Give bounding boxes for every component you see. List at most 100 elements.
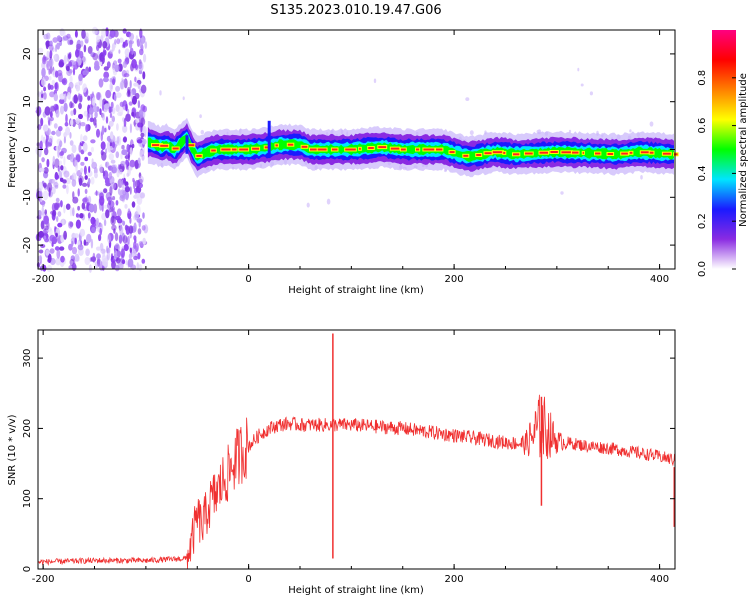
ridge-spike xyxy=(267,120,271,159)
noise-dot xyxy=(41,157,45,163)
ridge-core xyxy=(503,151,506,154)
noise-dot xyxy=(51,130,56,136)
figure-title: S135.2023.010.19.47.G06 xyxy=(270,3,441,18)
spectrogram-x-tick-label: 400 xyxy=(650,274,669,285)
ridge-core xyxy=(607,153,614,155)
ridge-core xyxy=(186,144,195,147)
ridge-core xyxy=(275,144,278,147)
noise-dot xyxy=(127,165,131,175)
noise-dot xyxy=(109,112,113,119)
snr-series xyxy=(37,333,676,570)
noise-dot xyxy=(89,117,94,123)
noise-dot xyxy=(80,149,85,155)
snr-x-tick-label: 200 xyxy=(445,574,464,585)
noise-dot xyxy=(46,140,50,149)
noise-dot xyxy=(38,249,44,254)
noise-dot xyxy=(95,106,100,112)
noise-dot xyxy=(116,38,121,45)
noise-dot xyxy=(55,246,60,251)
noise-dot xyxy=(59,93,66,100)
noise-dot xyxy=(68,221,73,229)
noise-dot xyxy=(75,49,80,58)
noise-dot xyxy=(102,41,108,49)
noise-dot xyxy=(137,157,141,164)
noise-dot xyxy=(63,56,68,65)
noise-dot xyxy=(80,40,84,47)
noise-dot xyxy=(82,70,89,76)
noise-dot xyxy=(142,237,146,245)
noise-dot xyxy=(84,257,91,265)
ridge-core xyxy=(196,154,202,157)
noise-dot xyxy=(133,179,136,190)
noise-dot xyxy=(60,150,64,156)
noise-dot xyxy=(78,113,83,120)
noise-dot xyxy=(114,232,119,242)
noise-dot xyxy=(73,233,80,239)
ridge-core xyxy=(317,148,327,151)
noise-dot xyxy=(70,118,74,126)
noise-dot xyxy=(98,78,104,88)
noise-dot xyxy=(68,81,74,89)
ridge-core xyxy=(539,151,548,154)
noise-dot xyxy=(68,61,73,67)
noise-dot xyxy=(80,133,83,144)
noise-dot xyxy=(109,82,113,92)
noise-dot xyxy=(58,61,64,68)
noise-dot xyxy=(96,35,101,43)
noise-dot xyxy=(121,144,125,150)
noise-dot xyxy=(41,78,47,87)
noise-dot xyxy=(84,36,89,44)
noise-dot xyxy=(87,177,91,185)
colorbar-ticks: 0.0 0.2 0.4 0.6 0.8 xyxy=(697,70,736,277)
noise-dot xyxy=(59,246,65,251)
noise-dot xyxy=(54,174,60,180)
noise-dot xyxy=(82,135,88,142)
spectrogram-panel: -200 0 200 400 -20 -10 0 10 20 Height of straigh… xyxy=(7,26,679,296)
noise-dot xyxy=(306,202,310,208)
noise-dot xyxy=(112,196,116,201)
noise-dot xyxy=(589,91,594,96)
noise-dot xyxy=(105,116,109,124)
noise-dot xyxy=(60,255,65,263)
ridge-core xyxy=(221,148,231,151)
noise-dot xyxy=(135,118,140,124)
noise-dot xyxy=(79,50,84,59)
noise-dot xyxy=(44,225,49,231)
noise-dot xyxy=(122,61,128,68)
noise-dot xyxy=(58,98,65,104)
noise-dot xyxy=(43,33,49,40)
noise-dot xyxy=(94,64,100,71)
noise-dot xyxy=(104,127,107,133)
noise-dot xyxy=(100,248,106,254)
noise-dot xyxy=(128,225,134,234)
ridge-core xyxy=(239,148,249,151)
noise-dot xyxy=(110,131,114,140)
noise-dot xyxy=(38,230,45,238)
noise-dot xyxy=(49,116,54,122)
noise-dot xyxy=(72,191,75,199)
noise-dot xyxy=(124,48,130,57)
noise-dot xyxy=(71,174,74,181)
snr-plot-area xyxy=(38,330,675,569)
snr-frame xyxy=(37,329,676,570)
noise-dot xyxy=(110,159,116,164)
noise-dot xyxy=(55,257,61,266)
snr-xlabel: Height of straight line (km) xyxy=(288,585,424,596)
noise-dot xyxy=(99,108,102,116)
noise-dot xyxy=(75,219,81,229)
noise-dot xyxy=(133,194,138,199)
noise-dot xyxy=(101,102,105,111)
noise-dot xyxy=(80,122,86,127)
noise-dot xyxy=(106,245,109,254)
noise-dot xyxy=(39,140,43,150)
noise-dot xyxy=(111,224,117,231)
noise-dot xyxy=(92,52,99,61)
noise-dot xyxy=(83,44,87,53)
noise-dot xyxy=(53,93,58,102)
noise-dot xyxy=(86,112,89,122)
noise-dot xyxy=(139,48,144,56)
noise-dot xyxy=(125,260,128,266)
spectrogram-ridge xyxy=(147,117,679,179)
noise-dot xyxy=(129,159,136,168)
ridge-core xyxy=(649,151,654,154)
